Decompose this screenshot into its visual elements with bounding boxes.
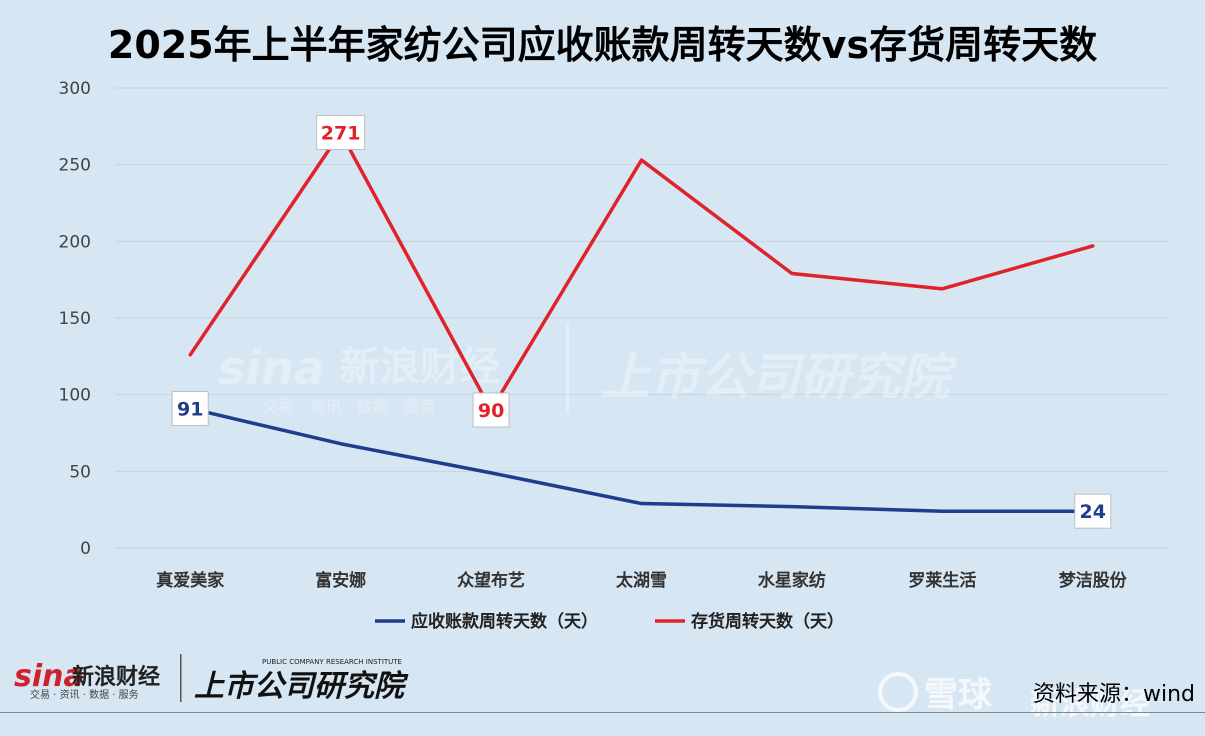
grid-lines — [115, 87, 1168, 549]
xueqiu-icon — [878, 672, 918, 712]
x-tick-label: 梦洁股份 — [1059, 570, 1128, 591]
y-tick-label: 300 — [59, 79, 91, 99]
x-tick-label: 众望布艺 — [457, 570, 525, 591]
chart-title: 2025年上半年家纺公司应收账款周转天数vs存货周转天数 — [107, 23, 1098, 67]
sina-sub-logo: 交易 · 资讯 · 数据 · 服务 — [30, 688, 139, 701]
data-label: 271 — [316, 114, 366, 150]
source-note: 资料来源：wind — [1032, 682, 1195, 707]
data-label-box — [171, 390, 209, 426]
x-tick-label: 太湖雪 — [616, 570, 667, 591]
y-tick-label: 150 — [59, 309, 91, 329]
x-tick-label: 富安娜 — [315, 570, 366, 591]
institute-logo: 上市公司研究院 — [194, 669, 409, 704]
y-tick-label: 0 — [80, 539, 91, 559]
x-axis: 真爱美家 富安娜 众望布艺 太湖雪 水星家纺 罗莱生活 梦洁股份 — [156, 570, 1128, 591]
y-tick-label: 50 — [69, 462, 91, 482]
footer-logo: sina 新浪财经 交易 · 资讯 · 数据 · 服务 PUBLIC COMPA… — [14, 654, 409, 704]
sina-logo: sina — [14, 659, 84, 694]
watermark: sina 新浪财经 交易 · 资讯 · 数据 · 服务 上市公司研究院 — [218, 322, 958, 416]
y-tick-label: 200 — [59, 232, 91, 252]
y-tick-label: 100 — [59, 386, 91, 406]
data-labels: 91 24 271 90 — [171, 114, 1112, 529]
data-label-text: 90 — [478, 400, 504, 422]
sina-cn-logo: 新浪财经 — [72, 664, 160, 690]
data-label-box — [1074, 493, 1112, 529]
xueqiu-watermark: 雪球 新浪财经 — [878, 672, 1150, 722]
xueqiu-text: 雪球 — [924, 675, 993, 715]
watermark-institute: 上市公司研究院 — [600, 348, 958, 406]
legend-label: 存货周转天数（天） — [691, 611, 844, 632]
data-label: 90 — [472, 392, 510, 428]
data-label-text: 91 — [177, 398, 203, 420]
watermark-sina-sub: 交易 · 资讯 · 数据 · 服务 — [262, 397, 436, 416]
legend: 应收账款周转天数（天） 存货周转天数（天） — [375, 611, 844, 632]
y-tick-label: 250 — [59, 156, 91, 176]
institute-en-logo: PUBLIC COMPANY RESEARCH INSTITUTE — [262, 658, 402, 666]
y-axis: 0 50 100 150 200 250 300 — [59, 79, 91, 559]
x-tick-label: 罗莱生活 — [908, 570, 976, 591]
watermark-sina: sina — [218, 341, 325, 395]
data-label-box — [316, 114, 366, 150]
x-tick-label: 真爱美家 — [156, 570, 224, 591]
series-lines — [188, 130, 1095, 513]
data-label: 91 — [171, 390, 209, 426]
legend-label: 应收账款周转天数（天） — [411, 611, 598, 632]
watermark-sina-cn: 新浪财经 — [340, 344, 500, 390]
watermark-divider — [566, 322, 569, 414]
footer-logo-divider — [180, 654, 182, 702]
bottom-rule — [0, 712, 1205, 713]
data-label-text: 271 — [321, 122, 361, 144]
series-line-0 — [188, 406, 1095, 513]
data-label: 24 — [1074, 493, 1112, 529]
data-label-box — [472, 392, 510, 428]
xueqiu-brand: 新浪财经 — [1030, 687, 1150, 722]
data-label-text: 24 — [1080, 501, 1106, 523]
x-tick-label: 水星家纺 — [758, 570, 826, 591]
